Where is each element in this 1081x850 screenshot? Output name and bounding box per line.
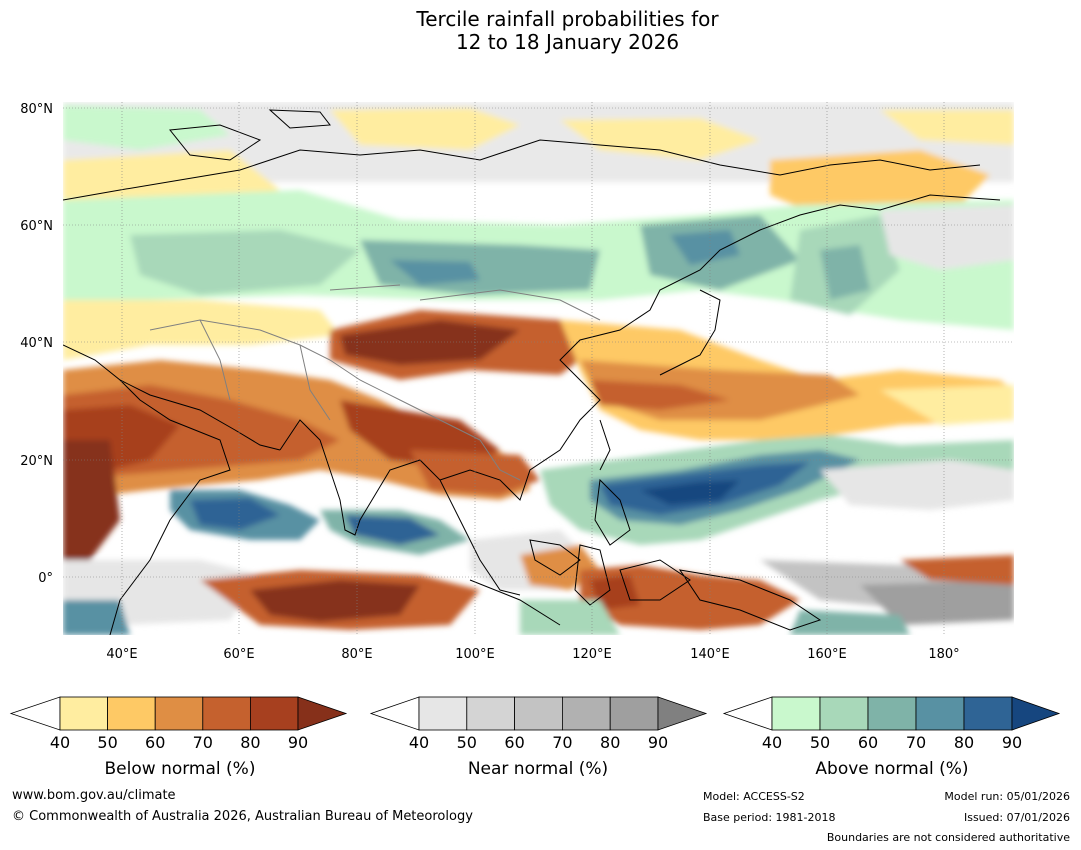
lat-label: 0°	[38, 571, 53, 586]
colorbar-tick-label: 90	[288, 733, 308, 752]
colorbar-tick-label: 50	[810, 733, 830, 752]
colorbar-segment	[867, 696, 917, 731]
footer-model-run: Model run: 05/01/2026	[944, 790, 1070, 803]
footer-copyright: © Commonwealth of Australia 2026, Austra…	[12, 809, 473, 824]
lon-label: 100°E	[455, 647, 495, 662]
colorbar-segment	[514, 696, 563, 731]
colorbar-above: 40 50 60 70 80 90	[722, 696, 1061, 752]
colorbar-tick-label: 90	[1002, 733, 1022, 752]
colorbar-segment	[819, 696, 869, 731]
lon-label: 140°E	[690, 647, 730, 662]
colorbar-low-extension	[722, 696, 773, 731]
near-normal-label: Near normal (%)	[467, 759, 609, 779]
colorbar-segment	[418, 696, 468, 731]
lon-label: 120°E	[572, 647, 612, 662]
lat-label: 80°N	[20, 102, 53, 117]
footer-disclaimer: Boundaries are not considered authoritat…	[826, 831, 1070, 844]
colorbar-tick-label: 70	[906, 733, 926, 752]
colorbar-tick-label: 60	[145, 733, 165, 752]
colorbar-tick-label: 80	[600, 733, 620, 752]
colorbar-tick-label: 40	[50, 733, 70, 752]
footer-issued: Issued: 07/01/2026	[963, 811, 1070, 824]
colorbar-tick-label: 90	[648, 733, 668, 752]
chart-title: Tercile rainfall probabilities for 12 to…	[0, 8, 1081, 54]
footer-url[interactable]: www.bom.gov.au/climate	[12, 788, 176, 803]
latitude-labels: 80°N 60°N 40°N 20°N 0°	[20, 102, 53, 586]
colorbar-tick-label: 40	[762, 733, 782, 752]
colorbar-segment	[609, 696, 659, 731]
lon-label: 160°E	[807, 647, 847, 662]
probability-field	[63, 102, 1014, 635]
colorbar-segment	[915, 696, 965, 731]
colorbar-low-extension	[9, 696, 61, 731]
colorbar-segment	[771, 696, 821, 731]
colorbar-tick-label: 50	[457, 733, 477, 752]
lon-label: 40°E	[106, 647, 137, 662]
colorbar-segment	[59, 696, 108, 731]
colorbar-tick-label: 60	[504, 733, 524, 752]
colorbar-tick-label: 70	[193, 733, 213, 752]
colorbar-segment	[466, 696, 515, 731]
colorbar-segment	[202, 696, 251, 731]
colorbar-near: 40 50 60 70 80 90	[369, 696, 708, 752]
colorbar-tick-label: 80	[240, 733, 260, 752]
coastlines	[63, 109, 1001, 635]
country-boundaries	[149, 284, 601, 481]
colorbar-high-extension	[657, 696, 708, 731]
colorbar-high-extension	[297, 696, 348, 731]
lat-label: 60°N	[20, 219, 53, 234]
footer-model: Model: ACCESS-S2	[703, 790, 805, 803]
lat-label: 20°N	[20, 454, 53, 469]
colorbar-high-extension	[1011, 696, 1061, 731]
colorbars: 40 50 60 70 80 90 40 50 60 70 80 90 40 50 60 70 80 90	[9, 696, 1061, 752]
colorbar-segment	[963, 696, 1013, 731]
colorbar-tick-label: 70	[552, 733, 572, 752]
colorbar-low-extension	[369, 696, 420, 731]
colorbar-segment	[107, 696, 156, 731]
colorbar-below: 40 50 60 70 80 90	[9, 696, 348, 752]
colorbar-tick-label: 50	[97, 733, 117, 752]
lat-label: 40°N	[20, 336, 53, 351]
colorbar-segment	[154, 696, 204, 731]
footer-base-period: Base period: 1981-2018	[703, 811, 836, 824]
lon-label: 180°	[928, 647, 959, 662]
gridlines	[63, 102, 1014, 635]
lon-label: 60°E	[223, 647, 254, 662]
below-normal-label: Below normal (%)	[104, 759, 256, 779]
title-line-2: 12 to 18 January 2026	[455, 30, 680, 54]
colorbar-segment	[562, 696, 611, 731]
colorbar-segment	[249, 696, 299, 731]
lon-label: 80°E	[341, 647, 372, 662]
title-line-1: Tercile rainfall probabilities for	[416, 7, 719, 31]
colorbar-tick-label: 60	[858, 733, 878, 752]
colorbar-tick-label: 80	[954, 733, 974, 752]
colorbar-tick-label: 40	[409, 733, 429, 752]
longitude-labels: 40°E 60°E 80°E 100°E 120°E 140°E 160°E 180°	[106, 647, 959, 662]
above-normal-label: Above normal (%)	[815, 759, 969, 779]
